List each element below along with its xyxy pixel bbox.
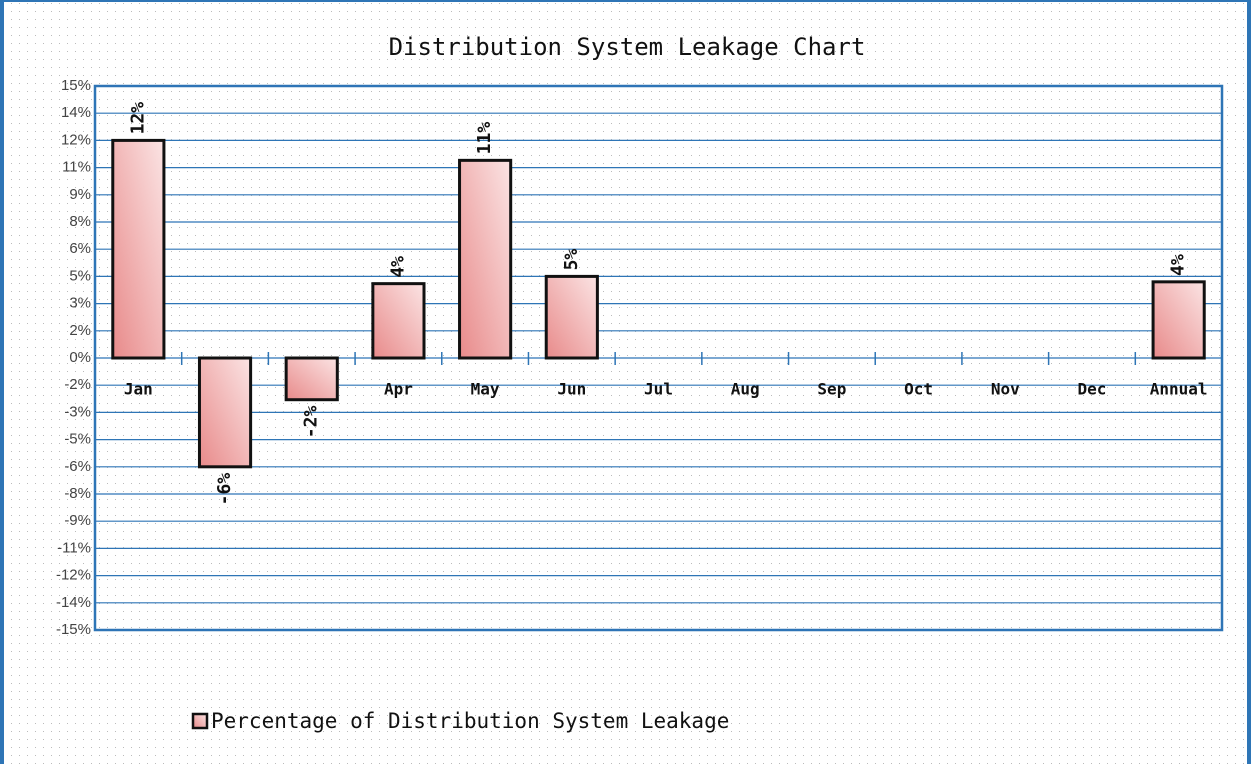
bar xyxy=(371,282,426,360)
y-tick-label: 9% xyxy=(69,186,91,203)
y-tick-label: -3% xyxy=(64,403,91,420)
y-tick-label: -6% xyxy=(64,458,91,475)
x-tick-label: Jun xyxy=(557,380,586,399)
y-tick-label: 2% xyxy=(69,322,91,339)
y-tick-label: -8% xyxy=(64,485,91,502)
data-label: 5% xyxy=(561,249,582,271)
bar xyxy=(1151,280,1206,360)
bar xyxy=(458,158,513,360)
data-label: 4% xyxy=(387,256,408,278)
y-tick-label: 15% xyxy=(61,77,91,94)
bar xyxy=(197,356,253,469)
x-tick-label: Jul xyxy=(644,380,673,399)
y-tick-label: -2% xyxy=(64,376,91,393)
y-tick-label: -15% xyxy=(56,621,91,638)
legend-swatch xyxy=(191,712,209,730)
y-tick-label: 14% xyxy=(61,104,91,121)
y-tick-label: -14% xyxy=(56,594,91,611)
data-label: 11% xyxy=(474,122,495,155)
data-label: 12% xyxy=(127,102,148,135)
data-label: -6% xyxy=(214,473,235,506)
bar xyxy=(111,138,166,360)
x-tick-label: Nov xyxy=(991,380,1020,399)
y-tick-label: 11% xyxy=(62,159,91,176)
y-tick-label: 5% xyxy=(69,267,91,284)
y-tick-label: -11% xyxy=(57,539,91,556)
bar xyxy=(284,356,339,402)
y-tick-label: 6% xyxy=(69,240,91,257)
x-tick-label: Jan xyxy=(124,380,153,399)
bar xyxy=(544,274,599,360)
y-tick-label: -9% xyxy=(64,512,91,529)
y-tick-label: -5% xyxy=(64,431,91,448)
y-tick-label: -12% xyxy=(56,567,91,584)
x-tick-label: Apr xyxy=(384,380,413,399)
y-tick-label: 12% xyxy=(61,131,91,148)
x-tick-label: Aug xyxy=(731,380,760,399)
x-tick-label: Oct xyxy=(904,380,933,399)
x-tick-label: May xyxy=(471,380,500,399)
chart-title: Distribution System Leakage Chart xyxy=(389,33,866,61)
data-label: -2% xyxy=(301,406,322,439)
y-tick-label: 3% xyxy=(69,295,91,312)
data-label: 4% xyxy=(1168,254,1189,276)
x-tick-label: Annual xyxy=(1150,380,1208,399)
y-tick-label: 8% xyxy=(69,213,91,230)
x-tick-label: Dec xyxy=(1078,380,1107,399)
legend-label: Percentage of Distribution System Leakag… xyxy=(211,709,729,733)
y-tick-label: 0% xyxy=(69,349,91,366)
x-tick-label: Sep xyxy=(817,380,846,399)
